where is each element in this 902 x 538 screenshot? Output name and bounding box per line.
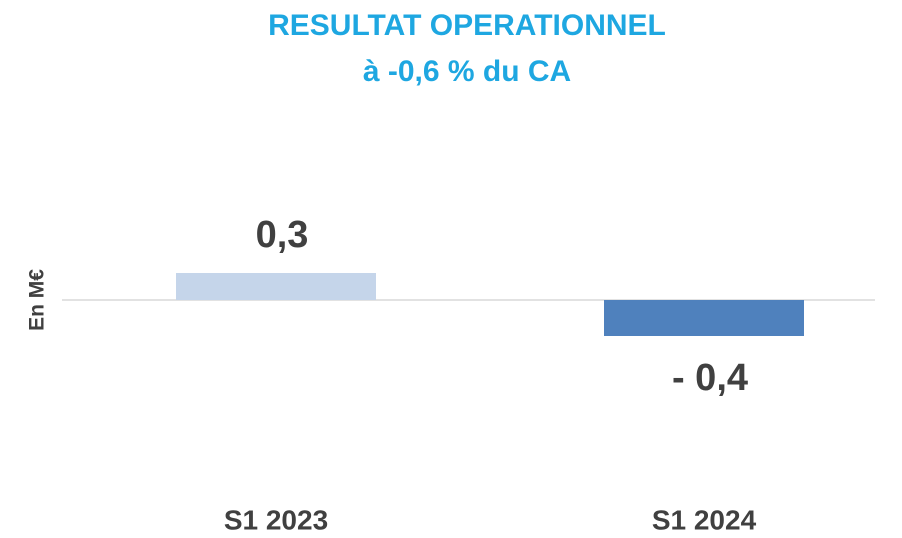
bar — [176, 273, 376, 300]
chart-subtitle: à -0,6 % du CA — [363, 55, 571, 88]
y-axis-label: En M€ — [26, 269, 49, 331]
data-label: 0,3 — [256, 214, 309, 256]
bar — [604, 300, 804, 336]
data-label: - 0,4 — [672, 357, 748, 399]
chart-title: RESULTAT OPERATIONNEL — [268, 9, 666, 42]
x-tick-label: S1 2023 — [224, 504, 328, 535]
x-tick-label: S1 2024 — [652, 504, 757, 535]
